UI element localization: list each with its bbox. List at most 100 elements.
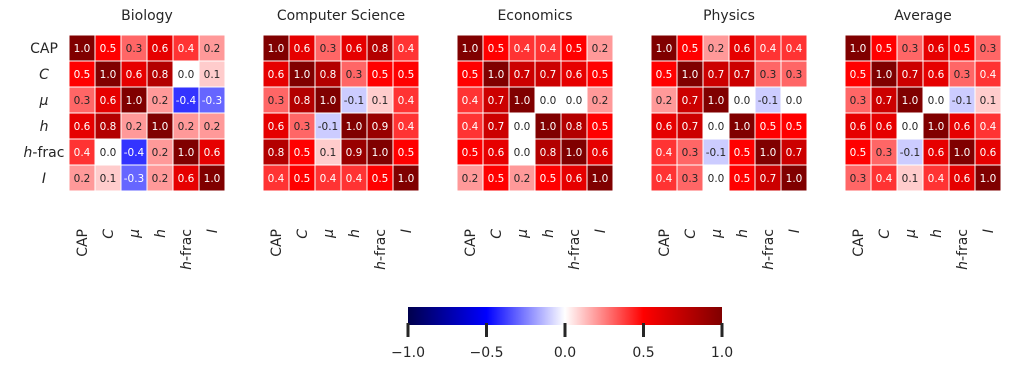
heatmap-cell bbox=[198, 86, 226, 114]
cell-value-label: 0.3 bbox=[786, 69, 803, 81]
cell-value-label: 0.7 bbox=[760, 173, 777, 185]
heatmap-cell bbox=[456, 60, 484, 88]
heatmap-cell bbox=[508, 60, 536, 88]
heatmap-cell bbox=[650, 86, 678, 114]
cell-value-label: 0.6 bbox=[954, 121, 971, 133]
heatmap-cell bbox=[314, 164, 342, 192]
cell-value-label: 1.0 bbox=[268, 43, 285, 55]
cell-value-label: 1.0 bbox=[178, 147, 195, 159]
cell-value-label: 0.5 bbox=[656, 69, 673, 81]
cell-value-label: -0.1 bbox=[900, 147, 921, 159]
row-label: h bbox=[40, 119, 49, 135]
heatmap-cell bbox=[68, 164, 96, 192]
row-label: CAP bbox=[30, 41, 58, 57]
cell-value-label: 0.4 bbox=[980, 69, 997, 81]
cell-value-label: -0.1 bbox=[344, 95, 365, 107]
heatmap-cell bbox=[456, 138, 484, 166]
cell-value-label: 0.0 bbox=[514, 121, 531, 133]
cell-value-label: 0.4 bbox=[980, 121, 997, 133]
column-label: C bbox=[295, 229, 311, 239]
cell-value-label: 1.0 bbox=[708, 95, 725, 107]
cell-value-label: 0.5 bbox=[876, 43, 893, 55]
cell-value-label: 1.0 bbox=[928, 121, 945, 133]
colorbar-tick bbox=[406, 323, 410, 337]
cell-value-label: 0.4 bbox=[786, 43, 803, 55]
heatmap-cell bbox=[948, 164, 976, 192]
column-label: h bbox=[541, 229, 557, 238]
cell-value-label: 0.0 bbox=[566, 95, 583, 107]
column-label: μ bbox=[515, 229, 531, 239]
cell-value-label: 1.0 bbox=[152, 121, 169, 133]
cell-value-label: 0.7 bbox=[876, 95, 893, 107]
cell-value-label: 0.4 bbox=[178, 43, 195, 55]
column-label: h-frac bbox=[955, 229, 971, 270]
cell-value-label: 0.6 bbox=[488, 147, 505, 159]
cell-value-label: 0.7 bbox=[786, 147, 803, 159]
heatmap-cell bbox=[198, 60, 226, 88]
column-label: CAP bbox=[269, 229, 285, 257]
panel-title: Physics bbox=[703, 8, 755, 24]
heatmap-panel: Computer Science 1.0 0.6 0.3 0.6 0.8 0.4 0.6 1.0… bbox=[262, 8, 420, 270]
cell-value-label: 0.4 bbox=[74, 147, 91, 159]
cell-value-label: 0.7 bbox=[902, 69, 919, 81]
heatmap-cell bbox=[68, 112, 96, 140]
cell-value-label: 0.6 bbox=[74, 121, 91, 133]
cell-value-label: 0.5 bbox=[540, 173, 557, 185]
cell-value-label: 0.4 bbox=[462, 121, 479, 133]
heatmap-cell bbox=[702, 112, 730, 140]
cell-value-label: 1.0 bbox=[980, 173, 997, 185]
cell-value-label: 1.0 bbox=[902, 95, 919, 107]
cell-value-label: 0.6 bbox=[592, 147, 609, 159]
cell-value-label: 0.3 bbox=[760, 69, 777, 81]
panel-title: Economics bbox=[497, 8, 572, 24]
cell-value-label: 0.5 bbox=[954, 43, 971, 55]
cell-value-label: 0.2 bbox=[462, 173, 479, 185]
column-label: h bbox=[347, 229, 363, 238]
cell-value-label: 0.0 bbox=[514, 147, 531, 159]
heatmap-cell bbox=[340, 138, 368, 166]
row-label: I bbox=[42, 171, 46, 187]
cell-value-label: 1.0 bbox=[786, 173, 803, 185]
cell-value-label: 0.5 bbox=[566, 43, 583, 55]
heatmap-cell bbox=[172, 112, 200, 140]
panel-title: Biology bbox=[121, 8, 173, 24]
heatmap-cell bbox=[534, 60, 562, 88]
cell-value-label: 1.0 bbox=[320, 95, 337, 107]
column-label: C bbox=[489, 229, 505, 239]
cell-value-label: 0.2 bbox=[74, 173, 91, 185]
cell-value-label: 0.5 bbox=[760, 121, 777, 133]
colorbar-tick-label: −1.0 bbox=[391, 345, 425, 361]
panel-title: Average bbox=[894, 8, 952, 24]
cell-value-label: 0.3 bbox=[902, 43, 919, 55]
cell-value-label: 0.6 bbox=[656, 121, 673, 133]
heatmap-cell bbox=[314, 60, 342, 88]
cell-value-label: 0.4 bbox=[268, 173, 285, 185]
cell-value-label: 0.8 bbox=[152, 69, 169, 81]
cell-value-label: 0.0 bbox=[928, 95, 945, 107]
cell-value-label: 0.5 bbox=[372, 69, 389, 81]
column-label: C bbox=[101, 229, 117, 239]
heatmap-cell bbox=[456, 34, 484, 62]
heatmap-cell bbox=[314, 86, 342, 114]
colorbar-tick-label: 1.0 bbox=[711, 345, 733, 361]
heatmap-panel: Average 1.0 0.5 0.3 0.6 0.5 0.3 0.5 1.0 0.7 0.6 0.3… bbox=[844, 8, 1002, 270]
column-label: CAP bbox=[75, 229, 91, 257]
cell-value-label: 1.0 bbox=[566, 147, 583, 159]
heatmap-cell bbox=[508, 138, 536, 166]
cell-value-label: 0.5 bbox=[682, 43, 699, 55]
cell-value-label: 1.0 bbox=[462, 43, 479, 55]
heatmap-cell bbox=[560, 164, 588, 192]
cell-value-label: 0.5 bbox=[850, 147, 867, 159]
colorbar-gradient bbox=[408, 307, 722, 325]
column-label: h-frac bbox=[373, 229, 389, 270]
cell-value-label: 1.0 bbox=[876, 69, 893, 81]
cell-value-label: 0.6 bbox=[928, 147, 945, 159]
cell-value-label: 1.0 bbox=[850, 43, 867, 55]
heatmap-cell bbox=[198, 34, 226, 62]
heatmap-cell bbox=[728, 34, 756, 62]
cell-value-label: 0.2 bbox=[592, 43, 609, 55]
cell-value-label: 0.4 bbox=[462, 95, 479, 107]
heatmap-cell bbox=[508, 86, 536, 114]
cell-value-label: 0.6 bbox=[294, 43, 311, 55]
heatmap-cell bbox=[482, 138, 510, 166]
